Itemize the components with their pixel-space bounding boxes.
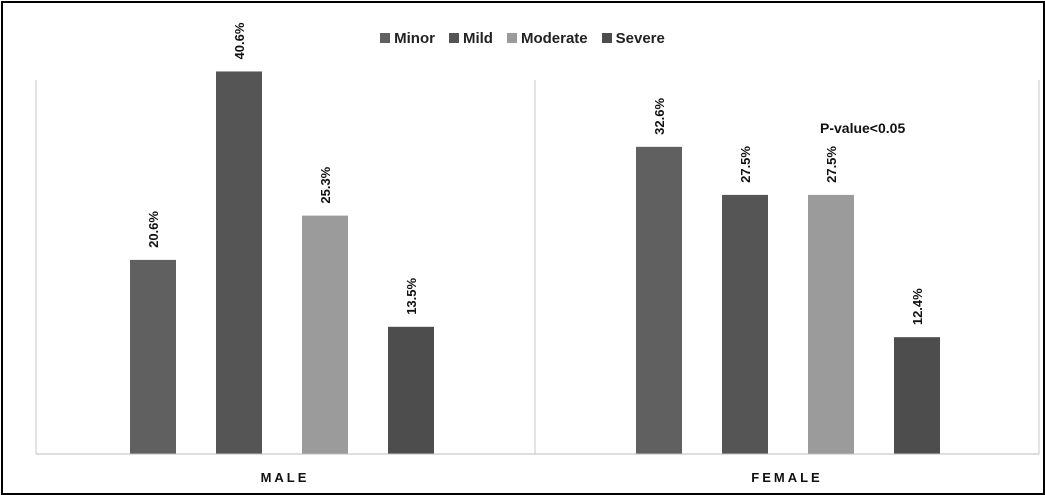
legend-swatch-mild	[448, 33, 459, 43]
data-label-female-mild: 27.5%	[738, 146, 753, 183]
data-label-male-severe: 13.5%	[404, 277, 419, 314]
legend-label-moderate: Moderate	[520, 29, 588, 47]
chart-legend: Minor Mild Moderate Severe	[0, 28, 1045, 48]
legend-swatch-severe	[601, 33, 612, 43]
legend-item-severe: Severe	[601, 29, 665, 47]
legend-swatch-minor	[380, 33, 391, 43]
category-label-male: MALE	[261, 470, 310, 485]
category-label-female: FEMALE	[751, 470, 822, 485]
legend-item-moderate: Moderate	[506, 29, 588, 47]
bar-female-moderate	[808, 194, 854, 454]
legend-label-severe: Severe	[615, 29, 665, 47]
data-label-male-minor: 20.6%	[146, 211, 161, 248]
legend-item-mild: Mild	[448, 29, 493, 47]
legend-label-minor: Minor	[394, 29, 435, 47]
data-label-male-mild: 40.6%	[232, 22, 247, 59]
bar-male-minor	[130, 259, 176, 454]
bar-female-severe	[894, 337, 940, 454]
bar-male-moderate	[302, 215, 348, 454]
legend-label-mild: Mild	[462, 29, 493, 47]
legend-swatch-moderate	[506, 33, 517, 43]
bar-female-mild	[722, 194, 768, 454]
data-label-female-severe: 12.4%	[910, 288, 925, 325]
p-value-annotation: P-value<0.05	[820, 120, 906, 136]
bar-male-mild	[216, 71, 262, 455]
bar-female-minor	[636, 146, 682, 454]
legend-item-minor: Minor	[380, 30, 435, 47]
bar-male-severe	[388, 326, 434, 454]
data-label-female-moderate: 27.5%	[824, 146, 839, 183]
data-label-male-moderate: 25.3%	[318, 166, 333, 203]
data-label-female-minor: 32.6%	[652, 98, 667, 135]
